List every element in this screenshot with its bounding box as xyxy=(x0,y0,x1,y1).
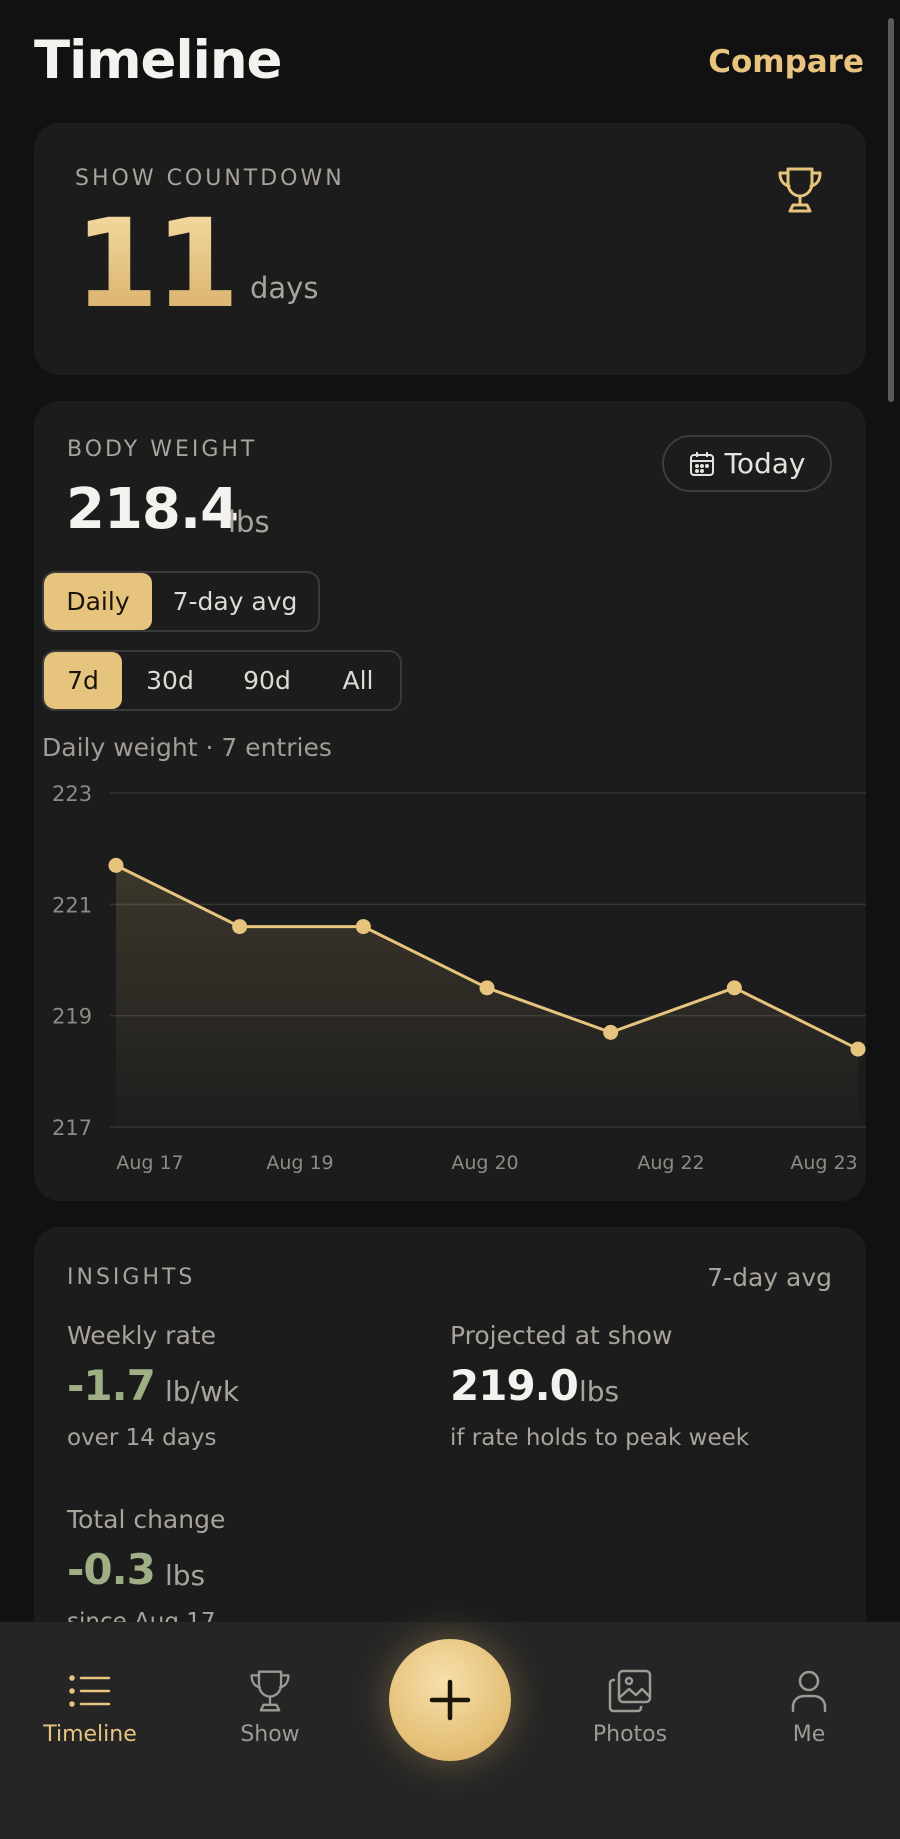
list-icon xyxy=(69,1675,111,1707)
weekly-rate-sub: over 14 days xyxy=(67,1425,217,1451)
weight-area xyxy=(116,865,858,1127)
range-7d[interactable]: 7d xyxy=(44,652,122,709)
countdown-unit: days xyxy=(250,271,319,305)
nav-show-label: Show xyxy=(240,1722,300,1747)
x-tick-label: Aug 19 xyxy=(266,1152,333,1174)
nav-photos[interactable]: Photos xyxy=(555,1668,705,1747)
nav-photos-label: Photos xyxy=(592,1722,668,1747)
y-tick-label: 219 xyxy=(52,1005,92,1029)
nav-show[interactable]: Show xyxy=(195,1668,345,1747)
countdown-value: 11 xyxy=(74,193,240,335)
x-tick-label: Aug 17 xyxy=(116,1152,183,1174)
body-weight-value: 218.4 xyxy=(66,477,239,542)
x-tick-label: Aug 20 xyxy=(451,1152,518,1174)
show-countdown-card: SHOW COUNTDOWN 11 days xyxy=(34,123,866,375)
calendar-icon xyxy=(689,451,714,476)
weekly-rate-unit: lb/wk xyxy=(165,1375,240,1408)
weight-chart: 223 221 219 217 Aug 17 Aug 19 Aug 20 Aug 22 Aug … xyxy=(52,782,866,1174)
date-picker-label: Today xyxy=(724,447,806,480)
y-tick-label: 217 xyxy=(52,1116,92,1140)
y-tick-label: 221 xyxy=(52,893,92,917)
body-weight-card: BODY WEIGHT 218.4 lbs Today Daily 7-day … xyxy=(34,401,866,1201)
header: Timeline Compare xyxy=(0,0,900,120)
body-weight-unit: lbs xyxy=(228,505,270,539)
trophy-icon xyxy=(778,167,822,213)
weekly-rate-title: Weekly rate xyxy=(67,1321,216,1350)
total-change-title: Total change xyxy=(67,1505,226,1534)
total-change-unit: lbs xyxy=(165,1559,206,1592)
insights-label: INSIGHTS xyxy=(67,1265,196,1290)
weight-point[interactable] xyxy=(232,919,248,935)
countdown-label: SHOW COUNTDOWN xyxy=(75,166,345,191)
bottom-nav: Timeline Show Photos Me xyxy=(0,1622,900,1839)
projected-value: 219.0 xyxy=(450,1361,579,1410)
nav-me-label: Me xyxy=(792,1722,826,1747)
weight-point[interactable] xyxy=(479,980,495,996)
plus-icon xyxy=(429,1679,471,1721)
x-tick-label: Aug 22 xyxy=(637,1152,704,1174)
x-tick-label: Aug 23 xyxy=(790,1152,857,1174)
range-all[interactable]: All xyxy=(342,666,374,695)
compare-button[interactable]: Compare xyxy=(708,44,864,80)
total-change-value: -0.3 xyxy=(67,1545,156,1594)
weight-point[interactable] xyxy=(108,857,124,873)
add-entry-button[interactable] xyxy=(389,1639,511,1761)
insights-mode: 7-day avg xyxy=(707,1263,832,1292)
nav-timeline[interactable]: Timeline xyxy=(15,1668,165,1747)
nav-me[interactable]: Me xyxy=(734,1668,884,1747)
person-icon xyxy=(791,1670,827,1713)
range-90d[interactable]: 90d xyxy=(243,666,291,695)
photos-icon xyxy=(608,1669,652,1713)
page-title: Timeline xyxy=(34,30,283,91)
range-30d[interactable]: 30d xyxy=(146,666,194,695)
y-tick-label: 223 xyxy=(52,782,92,806)
weekly-rate-value: -1.7 xyxy=(67,1361,156,1410)
mode-toggle: Daily 7-day avg xyxy=(42,571,320,632)
projected-title: Projected at show xyxy=(450,1321,673,1350)
nav-timeline-label: Timeline xyxy=(43,1722,137,1747)
body-weight-label: BODY WEIGHT xyxy=(67,437,258,462)
projected-unit: lbs xyxy=(579,1375,620,1408)
trophy-icon xyxy=(250,1670,290,1712)
mode-7-day-avg[interactable]: 7-day avg xyxy=(172,587,298,616)
date-picker-button[interactable]: Today xyxy=(662,435,832,492)
weight-point[interactable] xyxy=(355,919,371,935)
weight-point[interactable] xyxy=(850,1041,866,1057)
projected-sub: if rate holds to peak week xyxy=(450,1425,750,1451)
scrollbar[interactable] xyxy=(888,18,894,402)
weight-point[interactable] xyxy=(603,1024,619,1040)
mode-daily[interactable]: Daily xyxy=(44,573,152,630)
range-toggle: 7d 30d 90d All xyxy=(42,650,402,711)
chart-caption: Daily weight · 7 entries xyxy=(42,733,332,762)
weight-point[interactable] xyxy=(726,980,742,996)
